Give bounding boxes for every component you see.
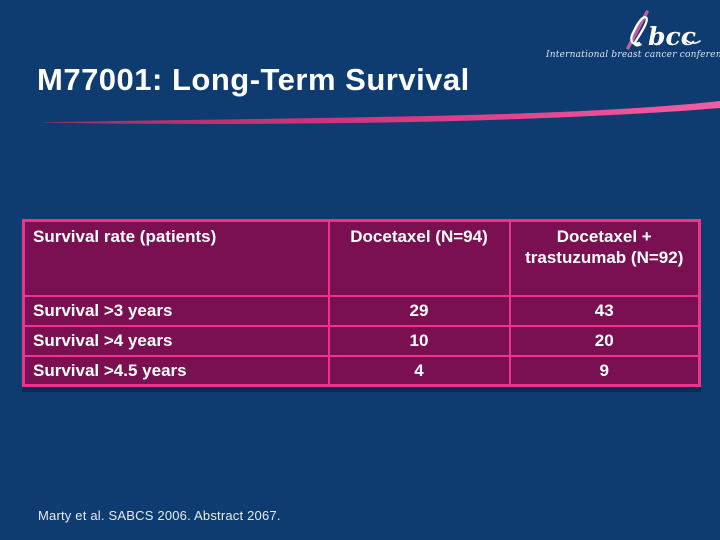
logo-tagline: International breast cancer conference — [546, 50, 720, 60]
ibcc-logo: bcc International breast cancer conferen… — [546, 6, 720, 66]
table-row: Survival >4.5 years 4 9 — [22, 354, 701, 387]
survival-table: Survival rate (patients) Docetaxel (N=94… — [22, 219, 701, 387]
docetaxel-trastuzumab-value: 20 — [508, 324, 701, 357]
docetaxel-value: 10 — [327, 324, 511, 357]
title-swoosh-decoration — [38, 101, 720, 124]
table-row: Survival >3 years 29 43 — [22, 294, 701, 327]
table-row: Survival >4 years 10 20 — [22, 324, 701, 357]
docetaxel-value: 4 — [327, 354, 511, 387]
column-header-docetaxel: Docetaxel (N=94) — [327, 219, 511, 297]
citation-text: Marty et al. SABCS 2006. Abstract 2067. — [38, 508, 281, 523]
column-header-docetaxel-trastuzumab: Docetaxel + trastuzumab (N=92) — [508, 219, 701, 297]
docetaxel-value: 29 — [327, 294, 511, 327]
logo-wordmark: bcc — [648, 22, 696, 51]
table-header-row: Survival rate (patients) Docetaxel (N=94… — [22, 219, 701, 297]
docetaxel-trastuzumab-value: 9 — [508, 354, 701, 387]
column-header-survival-rate: Survival rate (patients) — [22, 219, 330, 297]
ibcc-logo-icon: bcc — [626, 10, 701, 51]
row-label: Survival >4.5 years — [22, 354, 330, 387]
row-label: Survival >3 years — [22, 294, 330, 327]
slide-title: M77001: Long-Term Survival — [37, 62, 470, 97]
row-label: Survival >4 years — [22, 324, 330, 357]
docetaxel-trastuzumab-value: 43 — [508, 294, 701, 327]
